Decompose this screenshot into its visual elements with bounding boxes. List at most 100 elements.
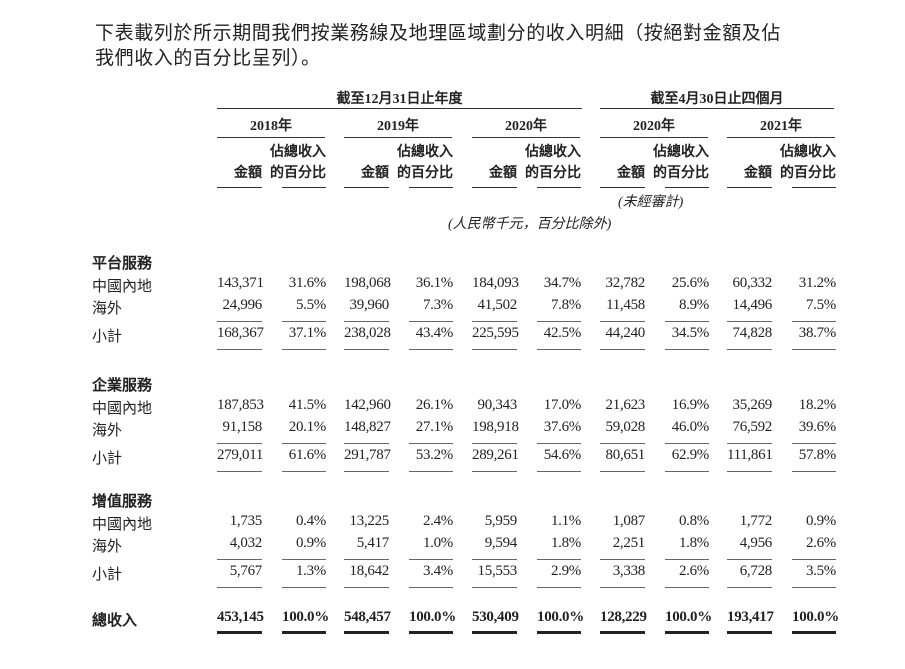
table-cell: 238,028 [344, 325, 391, 341]
subtotal-rule [344, 349, 389, 350]
subtotal-rule [344, 321, 389, 322]
table-cell: 198,918 [472, 419, 519, 435]
total-cell: 548,457 [344, 609, 391, 625]
subtotal-rule [537, 471, 581, 472]
table-cell: 9,594 [484, 535, 518, 551]
subtotal-rule [537, 321, 581, 322]
table-cell: 2.6% [678, 563, 709, 579]
table-cell: 54.6% [543, 447, 582, 463]
subtotal-rule [409, 321, 453, 322]
table-cell: 1,087 [612, 513, 646, 529]
table-cell: 1.8% [678, 535, 709, 551]
table-cell: 13,225 [349, 513, 390, 529]
total-rule [727, 631, 772, 634]
row-label: 小計 [92, 567, 123, 583]
subtotal-rule [409, 471, 453, 472]
total-cell: 100.0% [665, 609, 712, 625]
table-cell: 3,338 [612, 563, 646, 579]
subtotal-rule [282, 321, 326, 322]
subtotal-rule [409, 349, 453, 350]
subtotal-rule [727, 559, 772, 560]
subtotal-rule [727, 471, 772, 472]
table-cell: 44,240 [605, 325, 646, 341]
row-label: 中國內地 [92, 279, 153, 295]
table-cell: 43.4% [415, 325, 454, 341]
table-cell: 148,827 [344, 419, 391, 435]
subtotal-rule [282, 559, 326, 560]
divider [282, 187, 326, 188]
table-cell: 53.2% [415, 447, 454, 463]
divider [600, 187, 645, 188]
row-label: 中國內地 [92, 401, 153, 417]
table-cell: 31.2% [798, 275, 837, 291]
table-cell: 42.5% [543, 325, 582, 341]
table-cell: 15,553 [477, 563, 518, 579]
table-cell: 91,158 [222, 419, 263, 435]
intro-line-2: 我們收入的百分比呈列）。 [95, 48, 321, 69]
subtotal-rule [537, 443, 581, 444]
pct-header-line1: 佔總收入 [270, 145, 326, 160]
subtotal-rule [217, 559, 262, 560]
table-cell: 39,960 [349, 297, 390, 313]
table-cell: 41,502 [477, 297, 518, 313]
year-header: 2019年 [377, 119, 419, 134]
subtotal-rule [792, 587, 836, 588]
table-cell: 39.6% [798, 419, 837, 435]
table-cell: 26.1% [415, 397, 454, 413]
row-label: 小計 [92, 329, 123, 345]
table-cell: 5,959 [484, 513, 518, 529]
table-cell: 60,332 [732, 275, 773, 291]
total-rule [792, 631, 836, 634]
subtotal-rule [727, 349, 772, 350]
subtotal-rule [665, 349, 709, 350]
subtotal-rule [600, 559, 645, 560]
divider [409, 187, 453, 188]
total-cell: 100.0% [282, 609, 329, 625]
table-cell: 143,371 [217, 275, 264, 291]
subtotal-rule [792, 471, 836, 472]
row-label: 海外 [92, 539, 123, 555]
table-cell: 168,367 [217, 325, 264, 341]
pct-header-line1: 佔總收入 [653, 145, 709, 160]
table-cell: 34.5% [671, 325, 710, 341]
subtotal-rule [472, 471, 517, 472]
divider [665, 187, 709, 188]
table-cell: 18,642 [349, 563, 390, 579]
pct-header-line2: 的百分比 [397, 166, 453, 181]
period-year-header: 截至12月31日止年度 [336, 92, 463, 107]
table-cell: 0.4% [295, 513, 326, 529]
subtotal-rule [344, 559, 389, 560]
subtotal-rule [217, 471, 262, 472]
total-rule [344, 631, 389, 634]
table-cell: 14,496 [732, 297, 773, 313]
subtotal-rule [665, 587, 709, 588]
period-4m-header: 截至4月30日止四個月 [650, 92, 784, 107]
table-cell: 25.6% [671, 275, 710, 291]
table-cell: 279,011 [217, 447, 264, 463]
section-title: 平台服務 [92, 256, 153, 272]
table-cell: 3.4% [422, 563, 453, 579]
subtotal-rule [537, 587, 581, 588]
subtotal-rule [217, 349, 262, 350]
table-cell: 17.0% [543, 397, 582, 413]
amount-header: 金額 [617, 166, 645, 181]
subtotal-rule [409, 443, 453, 444]
table-cell: 18.2% [798, 397, 837, 413]
table-cell: 7.3% [422, 297, 453, 313]
pct-header-line2: 的百分比 [270, 166, 326, 181]
total-cell: 100.0% [537, 609, 584, 625]
total-rule [472, 631, 517, 634]
divider [472, 187, 517, 188]
subtotal-rule [409, 587, 453, 588]
total-cell: 453,145 [217, 609, 264, 625]
section-title: 增值服務 [92, 494, 153, 510]
table-cell: 11,458 [606, 297, 645, 313]
pct-header-line2: 的百分比 [780, 166, 836, 181]
unit-note: (人民幣千元，百分比除外) [448, 217, 612, 232]
row-label: 海外 [92, 301, 123, 317]
subtotal-rule [665, 559, 709, 560]
total-cell: 100.0% [409, 609, 456, 625]
table-cell: 24,996 [222, 297, 263, 313]
subtotal-rule [665, 443, 709, 444]
table-cell: 5.5% [295, 297, 326, 313]
